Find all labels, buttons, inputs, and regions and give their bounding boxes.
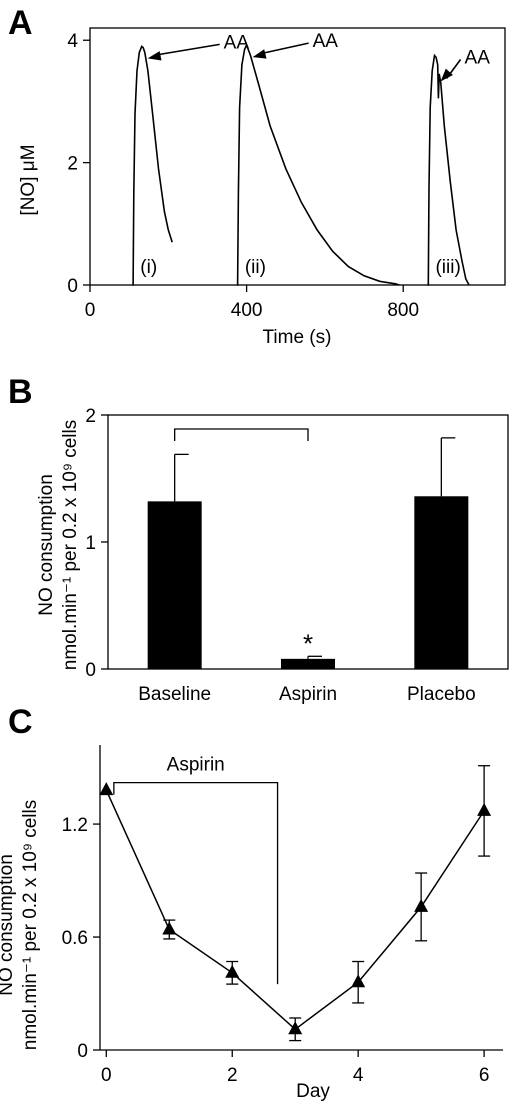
panel-c-plot: 0 0.6 1.2 0 2 4 6 Aspirin: [62, 745, 503, 1086]
annotation-arrowhead: [440, 68, 453, 82]
panel-a-ticks: 0 400 800 0 2 4: [67, 31, 419, 321]
panel-letter-c: C: [8, 703, 33, 741]
panel-c: C NO consumption nmol.min⁻¹ per 0.2 x 10…: [0, 703, 503, 1102]
panel-a-ytick-label: 0: [67, 276, 78, 297]
panel-b-plot: 0 1 2 Baseline Aspirin * Placebo: [85, 406, 475, 705]
annotation-label: (iii): [435, 257, 460, 278]
panel-c-ylabel-line1: NO consumption: [0, 854, 17, 996]
panel-b: B NO consumption nmol.min⁻¹ per 0.2 x 10…: [8, 373, 509, 705]
panel-c-ytick-label: 0.6: [62, 928, 88, 949]
significance-marker: *: [303, 628, 313, 658]
panel-c-xtick-label: 4: [353, 1065, 364, 1086]
annotation-label: AA: [313, 31, 339, 52]
annotation-label: (i): [140, 257, 157, 278]
panel-a-series-1-line: [132, 45, 173, 286]
panel-b-ytick-label: 0: [85, 660, 96, 681]
annotation-arrowhead: [252, 49, 267, 59]
data-point-marker: [288, 1021, 303, 1035]
panel-c-series-line: [105, 789, 485, 1031]
panel-c-xtick-label: 0: [101, 1065, 112, 1086]
bar: [147, 501, 202, 669]
panel-b-ylabel-line2: nmol.min⁻¹ per 0.2 x 10⁹ cells: [60, 420, 81, 670]
panel-c-ytick-label: 1.2: [62, 815, 88, 836]
panel-c-xlabel: Day: [296, 1081, 330, 1102]
panel-c-xtick-label: 6: [479, 1065, 490, 1086]
treatment-bracket: [113, 782, 279, 985]
panel-a-series-2-line: [236, 43, 400, 286]
data-point-marker: [477, 802, 492, 816]
panel-letter-a: A: [8, 4, 33, 42]
annotation-arrowhead: [147, 51, 162, 61]
panel-a-xtick-label: 400: [231, 300, 263, 321]
annotation-arrow: [258, 42, 309, 55]
treatment-bracket-label: Aspirin: [167, 755, 225, 776]
data-point-marker: [162, 921, 177, 935]
panel-a-xlabel: Time (s): [263, 327, 332, 348]
panel-b-category-label: Aspirin: [279, 684, 337, 705]
panel-b-ylabel-line1: NO consumption: [36, 474, 57, 616]
panel-a-ytick-label: 4: [67, 31, 78, 52]
panel-a-plot-frame: [89, 27, 506, 286]
panel-a-ytick-label: 2: [67, 154, 78, 175]
data-point-marker: [225, 964, 240, 978]
panel-b-ytick-label: 1: [85, 533, 96, 554]
annotation-label: (ii): [245, 257, 266, 278]
bar: [414, 496, 469, 669]
annotation-label: AA: [465, 48, 491, 69]
comparison-bracket: [174, 428, 309, 441]
panel-letter-b: B: [8, 373, 33, 411]
panel-c-ylabel-line2: nmol.min⁻¹ per 0.2 x 10⁹ cells: [20, 800, 41, 1050]
panel-c-xtick-label: 2: [227, 1065, 238, 1086]
annotation-label: AA: [224, 32, 250, 53]
annotation-arrow: [153, 43, 220, 57]
panel-a-annotations: AA AA AA (i) (ii) (iii): [140, 31, 490, 278]
panel-a-xtick-label: 0: [85, 300, 96, 321]
panel-b-category-label: Placebo: [407, 684, 476, 705]
panel-a-curves: [132, 43, 470, 286]
data-point-marker: [414, 898, 429, 912]
panel-a-xtick-label: 800: [387, 300, 419, 321]
panel-a-series-3-line: [427, 53, 470, 286]
panel-c-ytick-label: 0: [77, 1041, 88, 1062]
data-point-marker: [351, 974, 366, 988]
panel-a-ylabel: [NO] μM: [18, 144, 39, 215]
panel-b-category-label: Baseline: [138, 684, 211, 705]
panel-b-ytick-label: 2: [85, 406, 96, 427]
bar: [281, 658, 335, 669]
data-point-marker: [99, 782, 114, 796]
